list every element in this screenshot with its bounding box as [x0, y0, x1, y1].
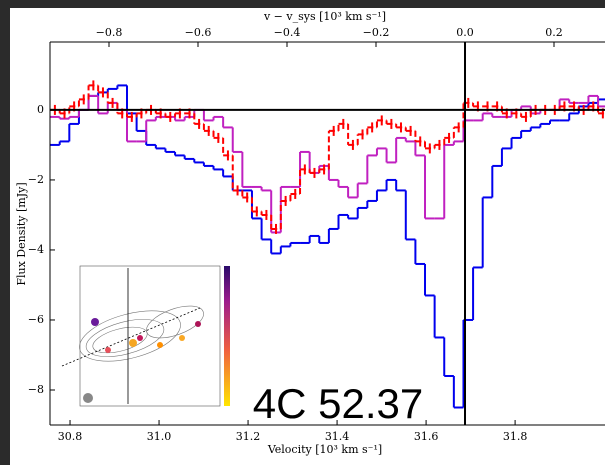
- inset-colorbar: [224, 266, 230, 406]
- x-tick-label: 31.2: [236, 430, 261, 443]
- x2-tick-label: −0.6: [185, 26, 212, 39]
- inset-dot: [129, 339, 137, 347]
- inset-dot: [179, 335, 185, 341]
- inset-beam: [83, 393, 93, 403]
- inset-dot: [157, 342, 163, 348]
- x2-tick-label: −0.4: [274, 26, 301, 39]
- inset-dot: [195, 321, 201, 327]
- inset-dot: [137, 335, 143, 341]
- chart: Velocity [10³ km s⁻¹] v − v_sys [10³ km …: [0, 0, 605, 465]
- y-tick-label: 0: [37, 103, 44, 116]
- x-axis-label: Velocity [10³ km s⁻¹]: [267, 443, 382, 456]
- x2-tick-label: 0.2: [545, 26, 563, 39]
- inset-image: [58, 258, 244, 424]
- x2-tick-label: 0.0: [456, 26, 474, 39]
- inset-dot: [105, 347, 111, 353]
- x-tick-label: 31.8: [503, 430, 528, 443]
- inset-dot: [91, 318, 99, 326]
- x-tick-label: 31.0: [147, 430, 172, 443]
- x2-tick-label: −0.2: [363, 26, 390, 39]
- y-tick-label: −2: [28, 173, 44, 186]
- x-tick-label: 31.6: [414, 430, 439, 443]
- y-axis-label: Flux Density [mJy]: [15, 182, 28, 285]
- y-tick-label: −4: [28, 243, 44, 256]
- x2-axis-label: v − v_sys [10³ km s⁻¹]: [263, 10, 386, 23]
- y-tick-label: −8: [28, 383, 44, 396]
- x2-tick-label: −0.8: [96, 26, 123, 39]
- y-tick-label: −6: [28, 313, 44, 326]
- annotation: 4C 52.37: [253, 380, 423, 427]
- x-tick-label: 31.4: [325, 430, 350, 443]
- page: Velocity [10³ km s⁻¹] v − v_sys [10³ km …: [0, 0, 605, 465]
- x-tick-label: 30.8: [58, 430, 83, 443]
